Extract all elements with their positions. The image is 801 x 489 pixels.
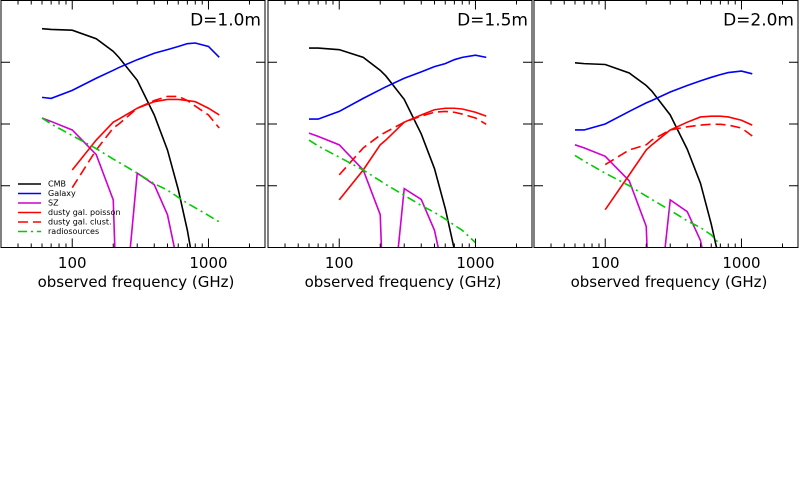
x-tick-label: 1000 (456, 254, 494, 272)
plot-area (574, 61, 753, 248)
panel-title: D=2.0m (723, 11, 794, 31)
series-line (41, 27, 192, 248)
x-tick-label: 1000 (189, 254, 227, 272)
panel-title: D=1.0m (190, 11, 261, 31)
x-tick-label: 100 (591, 254, 620, 272)
series-line (575, 70, 753, 131)
series-line (574, 144, 703, 248)
legend-label: CMB (48, 180, 66, 189)
series-line (41, 42, 220, 100)
series-line (309, 47, 455, 248)
plot-frame (533, 0, 799, 248)
legend-label: SZ (48, 199, 59, 208)
series-line (308, 132, 440, 248)
legend-label: dusty gal. clust. (48, 218, 112, 227)
series-line (71, 95, 220, 189)
x-axis-label: observed frequency (GHz) (571, 273, 768, 291)
x-tick-label: 100 (58, 254, 87, 272)
series-line (604, 115, 753, 211)
series-line (71, 98, 220, 171)
legend-label: dusty gal. poisson (48, 208, 121, 217)
series-line (338, 107, 487, 201)
series-line (309, 54, 487, 120)
panel-title: D=1.5m (457, 11, 528, 31)
x-axis-label: observed frequency (GHz) (38, 273, 235, 291)
legend-label: radiosources (48, 227, 99, 236)
plot-area (308, 47, 487, 248)
legend-label: Galaxy (48, 189, 76, 198)
series-line (604, 123, 753, 166)
series-line (338, 110, 487, 176)
series-line (574, 61, 718, 248)
series-line (41, 117, 220, 223)
series-line (574, 154, 721, 246)
x-tick-label: 1000 (722, 254, 760, 272)
x-axis-label: observed frequency (GHz) (305, 273, 502, 291)
x-tick-label: 100 (325, 254, 354, 272)
series-line (41, 117, 176, 248)
plot-area (41, 27, 220, 248)
series-line (308, 139, 477, 244)
